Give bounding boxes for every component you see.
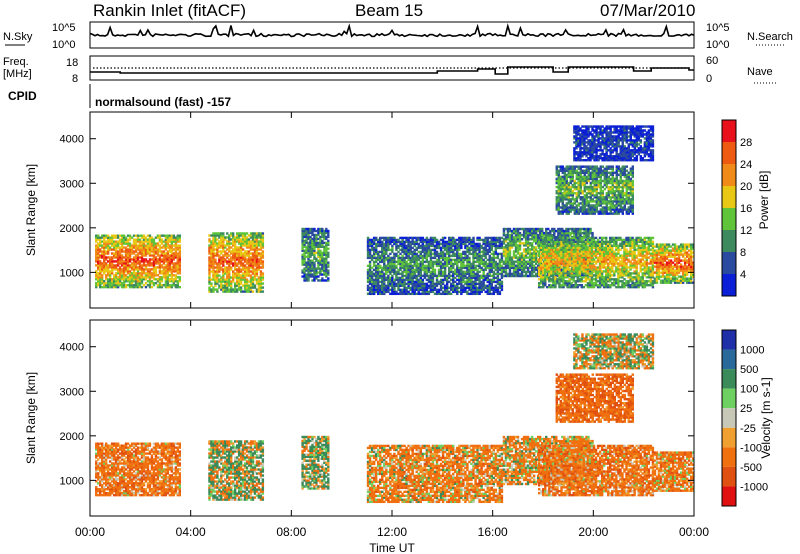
power-cell bbox=[444, 237, 446, 239]
freq-label-bottom: [MHz] bbox=[3, 68, 32, 80]
power-cell bbox=[327, 261, 329, 263]
power-cell bbox=[327, 240, 329, 242]
freq-label-top: Freq. bbox=[3, 56, 29, 68]
power-cell bbox=[179, 276, 181, 278]
power-cell bbox=[327, 230, 329, 232]
power-cell bbox=[214, 258, 216, 260]
freq-tick-top: 18 bbox=[66, 57, 78, 69]
power-cell bbox=[179, 286, 181, 288]
beam-label: Beam 15 bbox=[355, 1, 423, 20]
noise-right-tick-bottom: 10^0 bbox=[706, 39, 730, 51]
nave-tick-top: 60 bbox=[706, 55, 718, 67]
power-cell bbox=[541, 228, 543, 230]
power-cell bbox=[472, 237, 474, 239]
noise-right-label: N.Search bbox=[747, 31, 793, 43]
power-cell bbox=[468, 257, 470, 259]
power-cell bbox=[327, 252, 329, 254]
power-cell bbox=[262, 282, 264, 284]
power-cell bbox=[262, 272, 264, 274]
cpid-label: CPID bbox=[8, 89, 37, 103]
noise-tick-top: 10^5 bbox=[52, 22, 76, 34]
power-cell bbox=[179, 244, 181, 246]
power-cell bbox=[222, 232, 224, 234]
station-title: Rankin Inlet (fitACF) bbox=[93, 1, 246, 20]
freq-tick-bottom: 8 bbox=[72, 73, 78, 85]
noise-left-label: N.Sky bbox=[3, 31, 33, 43]
date-label: 07/Mar/2010 bbox=[600, 1, 695, 20]
nave-tick-bottom: 0 bbox=[706, 73, 712, 85]
noise-panel: N.Sky 10^5 10^0 10^5 10^0 N.Search bbox=[3, 22, 793, 51]
power-cell bbox=[262, 290, 264, 292]
cpid-panel: CPID normalsound (fast) -157 bbox=[8, 84, 231, 109]
power-cell bbox=[262, 250, 264, 252]
cpid-text: normalsound (fast) -157 bbox=[95, 95, 231, 109]
nave-label: Nave bbox=[747, 66, 773, 78]
freq-panel: Freq. [MHz] 18 8 60 0 Nave bbox=[3, 55, 776, 85]
power-cell bbox=[434, 269, 436, 271]
power-cell bbox=[501, 281, 503, 283]
power-cell bbox=[327, 248, 329, 250]
noise-tick-bottom: 10^0 bbox=[52, 39, 76, 51]
power-cell bbox=[262, 260, 264, 262]
power-cell bbox=[232, 232, 234, 234]
power-cell bbox=[591, 232, 593, 234]
power-cell bbox=[262, 286, 264, 288]
noise-right-tick-top: 10^5 bbox=[706, 22, 730, 34]
power-cell bbox=[252, 290, 254, 292]
rti-figure: Rankin Inlet (fitACF) Beam 15 07/Mar/201… bbox=[0, 0, 800, 554]
power-cell bbox=[544, 237, 546, 239]
power-cell bbox=[327, 269, 329, 271]
power-cell bbox=[327, 277, 329, 279]
power-cell bbox=[210, 282, 212, 284]
power-cell bbox=[589, 228, 591, 230]
power-cell bbox=[262, 232, 264, 234]
noise-trace bbox=[90, 26, 694, 37]
power-cell bbox=[179, 235, 181, 237]
